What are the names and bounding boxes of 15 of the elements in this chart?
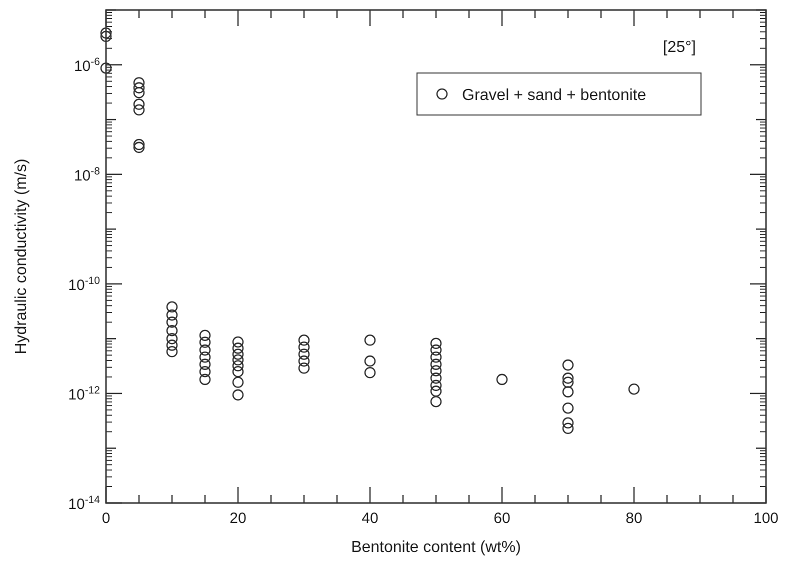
x-axis-title: Bentonite content (wt%) — [351, 539, 521, 556]
x-tick-label: 80 — [626, 510, 642, 527]
y-tick-label: 10$^{-6}$ — [74, 56, 100, 75]
y-axis-title: Hydraulic conductivity (m/s) — [13, 158, 30, 354]
y-tick-label: 10$^{-14}$ — [68, 494, 100, 513]
x-tick-label: 0 — [102, 510, 110, 527]
y-tick-label: 10$^{-10}$ — [68, 274, 100, 294]
y-tick-label: 10$^{-8}$ — [74, 165, 100, 184]
annotation: [25°] — [662, 39, 696, 56]
x-tick-label: 20 — [230, 510, 246, 527]
x-tick-label: 60 — [494, 510, 510, 527]
x-tick-label: 40 — [362, 510, 378, 527]
y-tick-label: 10$^{-12}$ — [68, 384, 100, 404]
x-tick-label: 100 — [753, 510, 779, 527]
legend-label: Gravel + sand + bentonite — [462, 87, 646, 104]
